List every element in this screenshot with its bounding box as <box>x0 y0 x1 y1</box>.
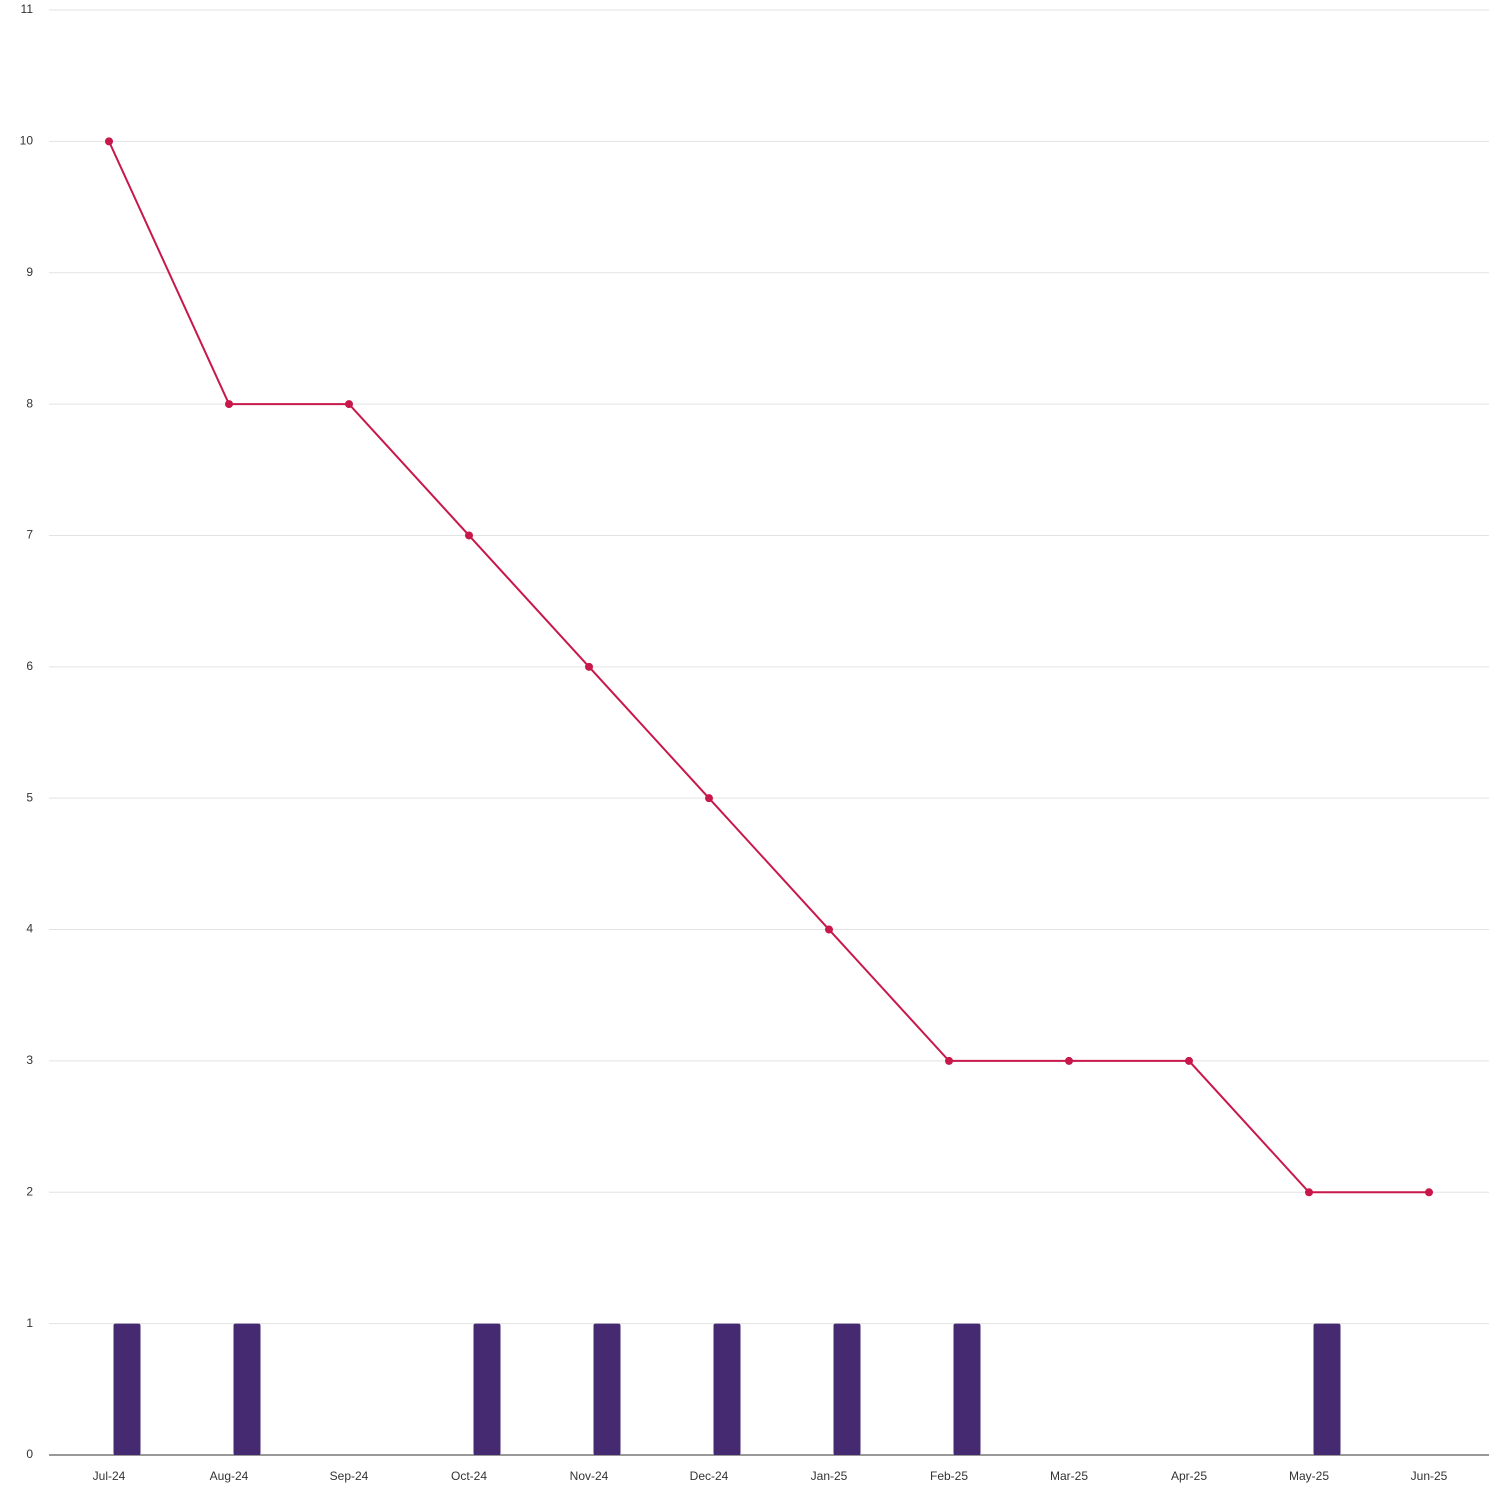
bar <box>233 1323 261 1455</box>
y-tick-label: 5 <box>26 790 33 804</box>
x-tick-label: Apr-25 <box>1171 1469 1207 1483</box>
y-tick-label: 8 <box>26 396 33 410</box>
point <box>825 925 833 934</box>
x-tick-label: Mar-25 <box>1050 1469 1088 1483</box>
point <box>705 794 713 803</box>
y-tick-label: 0 <box>26 1447 33 1461</box>
point <box>465 531 473 540</box>
point <box>945 1056 953 1065</box>
point <box>1425 1188 1433 1197</box>
x-tick-label: Sep-24 <box>330 1469 369 1483</box>
y-tick-label: 11 <box>21 2 34 16</box>
point <box>1305 1188 1313 1197</box>
point <box>585 662 593 671</box>
bar <box>473 1323 501 1455</box>
point <box>345 400 353 409</box>
bar <box>593 1323 621 1455</box>
x-tick-label: May-25 <box>1289 1469 1329 1483</box>
y-tick-label: 1 <box>26 1316 33 1330</box>
bar <box>1313 1323 1341 1455</box>
x-tick-label: Feb-25 <box>930 1469 968 1483</box>
bar <box>833 1323 861 1455</box>
point <box>105 137 113 146</box>
y-tick-label: 7 <box>26 528 33 542</box>
point <box>1185 1056 1193 1065</box>
point <box>1065 1056 1073 1065</box>
y-tick-label: 3 <box>26 1053 33 1067</box>
x-tick-label: Jul-24 <box>93 1469 126 1483</box>
y-tick-label: 6 <box>26 659 33 673</box>
x-tick-label: Dec-24 <box>690 1469 729 1483</box>
y-tick-label: 4 <box>26 922 33 936</box>
x-tick-label: Jan-25 <box>811 1469 848 1483</box>
y-tick-label: 2 <box>26 1184 33 1198</box>
y-tick-label: 9 <box>26 265 33 279</box>
bar <box>113 1323 141 1455</box>
y-tick-label: 10 <box>20 134 34 148</box>
x-tick-label: Nov-24 <box>570 1469 609 1483</box>
bar <box>713 1323 741 1455</box>
x-tick-label: Aug-24 <box>210 1469 249 1483</box>
x-tick-label: Jun-25 <box>1411 1469 1448 1483</box>
point <box>225 400 233 409</box>
x-tick-label: Oct-24 <box>451 1469 487 1483</box>
bar <box>953 1323 981 1455</box>
line <box>108 140 1429 1194</box>
